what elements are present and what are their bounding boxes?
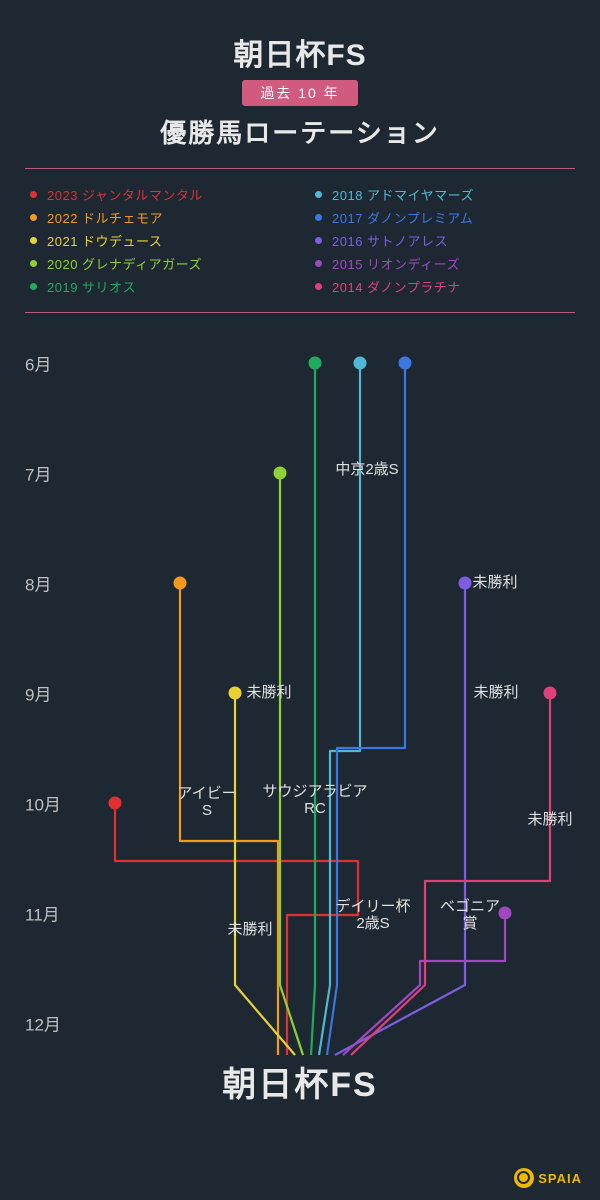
path-node: [109, 797, 122, 810]
legend-text: 2019 サリオス: [47, 277, 136, 296]
race-label: 未勝利: [246, 684, 291, 701]
path-node: [399, 357, 412, 370]
legend-col-left: 2023 ジャンタルマンタル 2022 ドルチェモア 2021 ドウデュース 2020…: [30, 181, 285, 300]
legend-item: 2022 ドルチェモア: [30, 208, 285, 227]
month-label: 11月: [25, 901, 60, 926]
legend-dot: [315, 214, 322, 221]
race-label: 中京2歳S: [335, 461, 398, 478]
legend-item: 2021 ドウデュース: [30, 231, 285, 250]
finish-label: 朝日杯FS: [222, 1057, 377, 1106]
legend-text: 2020 グレナディアガーズ: [47, 254, 202, 273]
legend-text: 2023 ジャンタルマンタル: [47, 185, 203, 204]
subtitle: 優勝馬ローテーション: [25, 113, 575, 150]
month-label: 10月: [25, 791, 61, 816]
brand-text: SPAIA: [538, 1171, 582, 1186]
legend-item: 2016 サトノアレス: [315, 231, 570, 250]
race-label: ベゴニア賞: [440, 898, 500, 933]
legend-item: 2017 ダノンプレミアム: [315, 208, 570, 227]
legend-dot: [30, 214, 37, 221]
title: 朝日杯FS: [25, 30, 575, 74]
legend-item: 2019 サリオス: [30, 277, 285, 296]
path-node: [459, 577, 472, 590]
race-label: サウジアラビアRC: [262, 783, 367, 818]
brand-logo: SPAIA: [514, 1168, 582, 1188]
month-label: 8月: [25, 571, 51, 596]
race-label: 未勝利: [227, 921, 272, 938]
month-label: 12月: [25, 1011, 61, 1036]
path-node: [544, 687, 557, 700]
race-label: 未勝利: [472, 574, 517, 591]
month-label: 9月: [25, 681, 51, 706]
rotation-chart: 6月7月8月9月10月11月12月アイビーS未勝利未勝利サウジアラビアRC中京2…: [25, 333, 575, 1093]
race-label: 未勝利: [473, 684, 518, 701]
legend-text: 2014 ダノンプラチナ: [332, 277, 461, 296]
legend-text: 2016 サトノアレス: [332, 231, 448, 250]
legend-col-right: 2018 アドマイヤマーズ 2017 ダノンプレミアム 2016 サトノアレス 201…: [315, 181, 570, 300]
brand-icon: [514, 1168, 534, 1188]
legend-dot: [315, 191, 322, 198]
legend-dot: [315, 260, 322, 267]
legend-dot: [30, 237, 37, 244]
path-node: [309, 357, 322, 370]
month-label: 6月: [25, 351, 51, 376]
path-node: [274, 467, 287, 480]
legend-dot: [30, 283, 37, 290]
legend-dot: [315, 283, 322, 290]
legend-item: 2018 アドマイヤマーズ: [315, 185, 570, 204]
legend-text: 2022 ドルチェモア: [47, 208, 163, 227]
legend-item: 2023 ジャンタルマンタル: [30, 185, 285, 204]
path-node: [499, 907, 512, 920]
legend-item: 2020 グレナディアガーズ: [30, 254, 285, 273]
years-badge: 過去 10 年: [242, 80, 357, 106]
month-label: 7月: [25, 461, 51, 486]
race-label: アイビーS: [177, 785, 236, 820]
race-label: デイリー杯2歳S: [335, 898, 410, 933]
header: 朝日杯FS 過去 10 年 優勝馬ローテーション: [25, 30, 575, 150]
legend-dot: [30, 260, 37, 267]
legend-dot: [30, 191, 37, 198]
legend-text: 2017 ダノンプレミアム: [332, 208, 473, 227]
legend: 2023 ジャンタルマンタル 2022 ドルチェモア 2021 ドウデュース 2020…: [25, 168, 575, 313]
legend-text: 2015 リオンディーズ: [332, 254, 460, 273]
path-node: [229, 687, 242, 700]
legend-item: 2014 ダノンプラチナ: [315, 277, 570, 296]
race-label: 未勝利: [527, 811, 572, 828]
legend-text: 2021 ドウデュース: [47, 231, 162, 250]
legend-dot: [315, 237, 322, 244]
chart-lines: [25, 333, 585, 1103]
legend-text: 2018 アドマイヤマーズ: [332, 185, 474, 204]
path-node: [354, 357, 367, 370]
path-node: [174, 577, 187, 590]
legend-item: 2015 リオンディーズ: [315, 254, 570, 273]
